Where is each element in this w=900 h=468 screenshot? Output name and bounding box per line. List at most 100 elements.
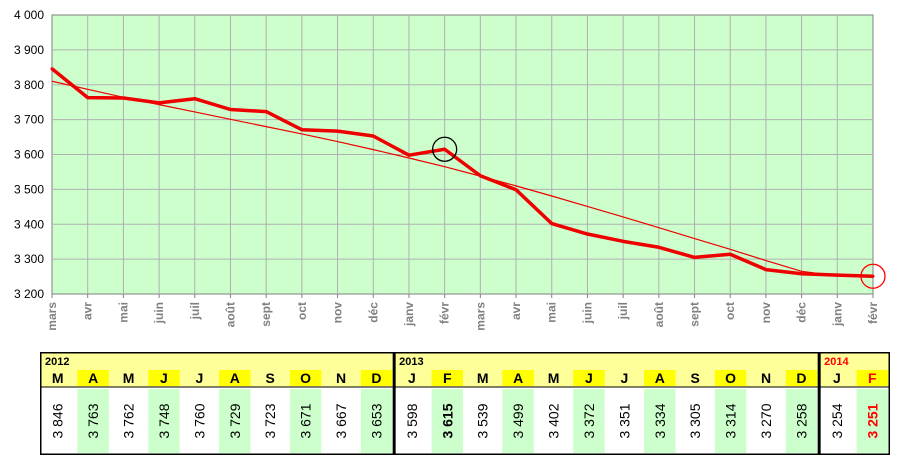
data-point	[871, 274, 875, 278]
x-tick-label: déc	[366, 302, 380, 323]
month-label: F	[868, 370, 877, 386]
month-label: O	[300, 370, 311, 386]
year-label: 2014	[824, 356, 849, 368]
value-shade-cell	[148, 389, 180, 453]
data-point	[300, 128, 304, 132]
value-cell-text: 3 748	[156, 403, 172, 438]
value-cell-text: 3 723	[262, 403, 278, 438]
month-label: A	[88, 370, 98, 386]
value-shade-cell	[77, 389, 109, 453]
y-tick-label: 3 200	[14, 287, 44, 301]
y-axis-tick-labels: 3 200 3 300 3 400 3 500 3 600 3 700 3 800 3 900…	[14, 8, 44, 301]
month-label: F	[443, 370, 452, 386]
y-tick-label: 3 400	[14, 217, 44, 231]
table-body-bg	[40, 387, 890, 455]
data-point	[585, 232, 589, 236]
table-svg: 2012 2013 2014 M A M J J A S O N D J F M A M J J A S O N D J F 3 84…	[40, 352, 890, 455]
x-tick-label: févr	[438, 302, 452, 324]
x-tick-label: nov	[331, 302, 345, 324]
value-cell-text: 3 539	[475, 403, 491, 438]
month-label: J	[585, 370, 593, 386]
value-cell-text: 3 258	[793, 403, 809, 438]
value-shade-cell	[644, 389, 676, 453]
y-tick-label: 3 700	[14, 113, 44, 127]
value-cell-text: 3 671	[298, 403, 314, 438]
month-label: J	[833, 370, 841, 386]
x-tick-label: sept	[259, 302, 273, 327]
value-cell-text: 3 314	[723, 403, 739, 438]
trendline	[51, 80, 874, 277]
data-point	[264, 110, 268, 114]
month-label: S	[691, 370, 700, 386]
y-tick-label: 3 300	[14, 252, 44, 266]
value-cell-text: 3 499	[510, 403, 526, 438]
series-line	[50, 67, 875, 278]
data-point	[621, 239, 625, 243]
month-label: J	[620, 370, 628, 386]
line-chart: 3 200 3 300 3 400 3 500 3 600 3 700 3 800 3 900…	[14, 8, 886, 331]
data-point	[728, 252, 732, 256]
x-tick-label: mai	[545, 302, 559, 323]
x-tick-label: août	[652, 302, 666, 327]
data-point	[407, 153, 411, 157]
value-cell-text: 3 760	[191, 403, 207, 438]
month-label: N	[336, 370, 346, 386]
month-label: M	[52, 370, 64, 386]
month-highlight-cell	[573, 370, 605, 386]
x-tick-label: juil	[616, 302, 630, 320]
value-shade-cell	[360, 389, 393, 453]
month-label: S	[266, 370, 275, 386]
month-label: D	[371, 370, 381, 386]
data-point	[371, 134, 375, 138]
month-label: N	[761, 370, 771, 386]
x-tick-label: avr	[509, 302, 523, 320]
x-tick-label: janv	[402, 302, 416, 327]
data-point	[800, 272, 804, 276]
value-cell-text: 3 846	[50, 403, 66, 438]
value-cell-text: 3 270	[758, 403, 774, 438]
month-label: J	[160, 370, 168, 386]
value-shade-cell	[856, 389, 888, 453]
year-label: 2013	[399, 356, 423, 368]
x-tick-label: juin	[580, 302, 594, 324]
data-point	[478, 174, 482, 178]
x-tick-label: nov	[759, 302, 773, 324]
data-point	[657, 245, 661, 249]
data-point	[514, 188, 518, 192]
y-tick-label: 3 500	[14, 182, 44, 196]
year-label: 2012	[45, 356, 69, 368]
month-label: J	[408, 370, 416, 386]
data-point	[50, 67, 54, 71]
data-point	[193, 97, 197, 101]
y-tick-label: 3 800	[14, 78, 44, 92]
data-point	[86, 96, 90, 100]
value-cell-text: 3 402	[546, 403, 562, 438]
month-highlight-cell	[644, 370, 676, 386]
value-shade-cell	[785, 389, 818, 453]
month-label: D	[796, 370, 806, 386]
month-label: J	[195, 370, 203, 386]
month-highlight-cell	[502, 370, 534, 386]
data-point	[835, 273, 839, 277]
data-point	[693, 255, 697, 259]
month-label: A	[230, 370, 240, 386]
x-tick-label: oct	[723, 302, 737, 320]
value-shade-cell	[219, 389, 251, 453]
month-highlight-cell	[856, 370, 888, 386]
value-shade-cell	[502, 389, 534, 453]
month-highlight-cell	[431, 370, 463, 386]
x-tick-label: sept	[688, 302, 702, 327]
x-tick-label: mai	[116, 302, 130, 323]
value-cell-text: 3 372	[581, 403, 597, 438]
data-point	[443, 147, 447, 151]
data-point	[121, 96, 125, 100]
highlight-circle-black	[432, 136, 458, 162]
highlight-markers	[432, 136, 886, 289]
y-tick-label: 3 600	[14, 148, 44, 162]
value-cell-text: 3 305	[687, 403, 703, 438]
series-path	[50, 67, 874, 278]
data-point	[550, 222, 554, 226]
month-highlight-cell	[360, 370, 393, 386]
value-shade-cell	[714, 389, 747, 453]
x-tick-label: janv	[830, 302, 844, 327]
